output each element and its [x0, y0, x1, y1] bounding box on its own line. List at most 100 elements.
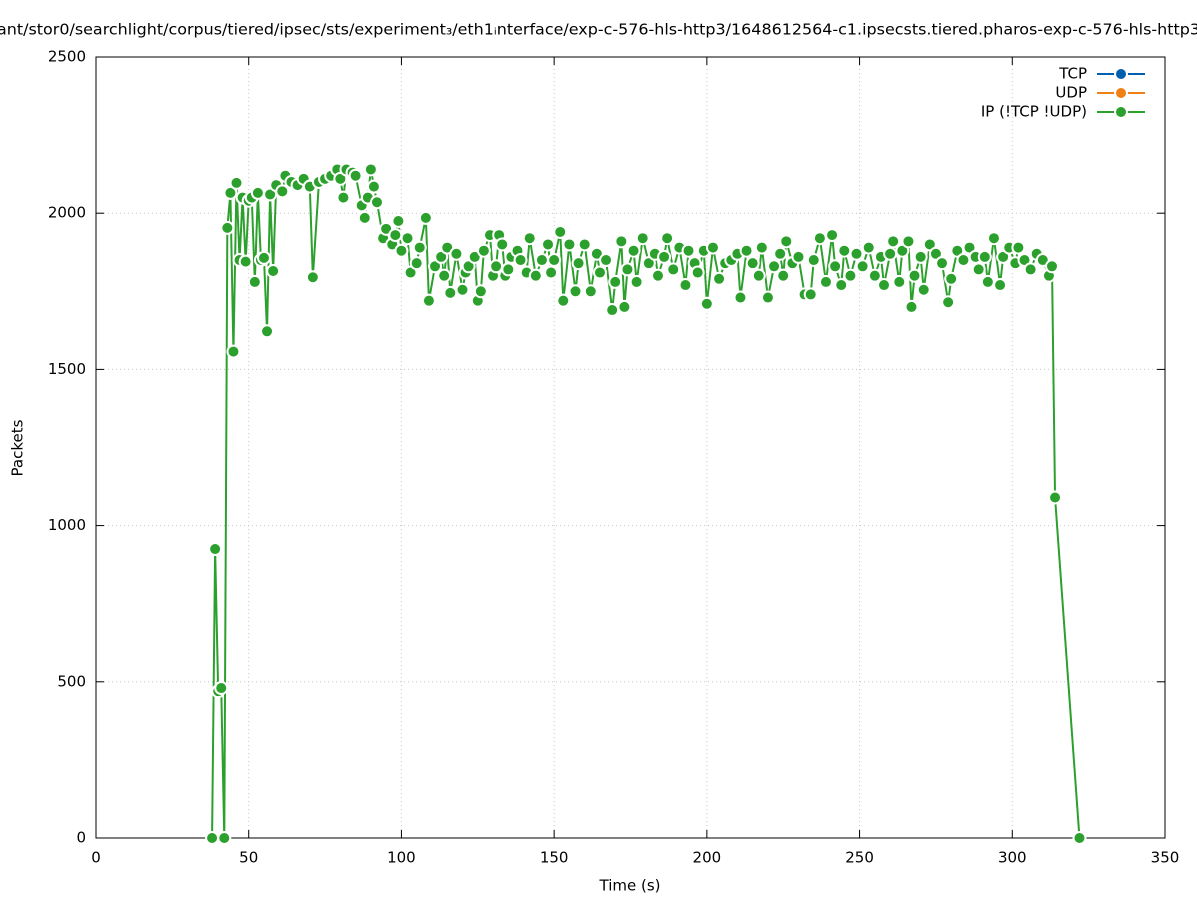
data-point [489, 259, 504, 274]
data-point [1011, 240, 1026, 255]
y-tick-label: 2500 [48, 48, 86, 66]
data-point [568, 284, 583, 299]
data-point [348, 168, 363, 183]
data-point [592, 265, 607, 280]
data-point [818, 274, 833, 289]
x-tick-label: 100 [387, 849, 416, 867]
data-point [394, 243, 409, 258]
data-point [773, 246, 788, 261]
y-tick-label: 0 [76, 829, 86, 847]
y-tick-label: 1500 [48, 360, 86, 378]
data-point [791, 249, 806, 264]
data-point [577, 237, 592, 252]
data-point [400, 231, 415, 246]
chart-title: ant/stor0/searchlight/corpus/tiered/ipse… [0, 21, 1197, 39]
data-point [986, 231, 1001, 246]
data-point [733, 290, 748, 305]
data-point [357, 210, 372, 225]
data-point [956, 253, 971, 268]
data-point [217, 831, 232, 845]
data-point [1044, 259, 1059, 274]
data-point [993, 278, 1008, 293]
data-point [971, 262, 986, 277]
data-point [421, 293, 436, 308]
data-point [547, 253, 562, 268]
x-tick-label: 0 [91, 849, 101, 867]
data-point [620, 262, 635, 277]
data-point [226, 344, 241, 359]
data-point [617, 299, 632, 314]
data-point [1023, 262, 1038, 277]
data-point [944, 271, 959, 286]
data-point [739, 243, 754, 258]
data-point [223, 185, 238, 200]
data-point [867, 268, 882, 283]
data-point [745, 256, 760, 271]
x-tick-label: 50 [239, 849, 258, 867]
data-point [886, 234, 901, 249]
data-point [229, 175, 244, 190]
data-point [913, 249, 928, 264]
data-point [767, 259, 782, 274]
x-tick-label: 200 [693, 849, 722, 867]
data-point [892, 274, 907, 289]
x-tick-label: 300 [998, 849, 1027, 867]
data-point [473, 284, 488, 299]
data-point [629, 274, 644, 289]
data-point [901, 234, 916, 249]
data-point [266, 263, 281, 278]
data-point [1072, 831, 1087, 845]
data-point [626, 243, 641, 258]
data-point [812, 231, 827, 246]
data-point [220, 220, 235, 235]
data-point [977, 249, 992, 264]
data-point [657, 249, 672, 264]
data-point [238, 254, 253, 269]
data-point [541, 237, 556, 252]
data-point [678, 278, 693, 293]
data-point [904, 299, 919, 314]
data-point [412, 240, 427, 255]
data-point [455, 282, 470, 297]
data-point [650, 268, 665, 283]
data-point [208, 542, 223, 557]
data-point [528, 268, 543, 283]
data-point [305, 270, 320, 285]
data-point [556, 293, 571, 308]
data-point [825, 228, 840, 243]
data-point [571, 256, 586, 271]
data-point [437, 268, 452, 283]
data-point [855, 259, 870, 274]
y-tick-label: 2000 [48, 204, 86, 222]
data-point [660, 231, 675, 246]
data-point [1048, 490, 1063, 505]
x-axis-label: Time (s) [599, 877, 661, 895]
data-point [205, 831, 220, 845]
data-point [608, 274, 623, 289]
data-point [834, 278, 849, 293]
data-point [916, 282, 931, 297]
data-point [214, 681, 229, 696]
data-point [828, 259, 843, 274]
data-point [803, 287, 818, 302]
data-point [443, 285, 458, 300]
data-point [562, 237, 577, 252]
data-point [883, 246, 898, 261]
data-point [699, 296, 714, 311]
x-tick-label: 250 [845, 849, 874, 867]
data-point [666, 262, 681, 277]
y-axis-label: Packets [9, 419, 27, 476]
data-point [553, 224, 568, 239]
data-point [369, 195, 384, 210]
data-point [712, 271, 727, 286]
data-point [391, 214, 406, 229]
data-point [409, 256, 424, 271]
data-point [522, 231, 537, 246]
data-point [544, 265, 559, 280]
data-point [275, 184, 290, 199]
data-point [605, 303, 620, 318]
data-point [690, 265, 705, 280]
data-point [681, 243, 696, 258]
data-point [806, 253, 821, 268]
legend-marker [1114, 86, 1128, 100]
